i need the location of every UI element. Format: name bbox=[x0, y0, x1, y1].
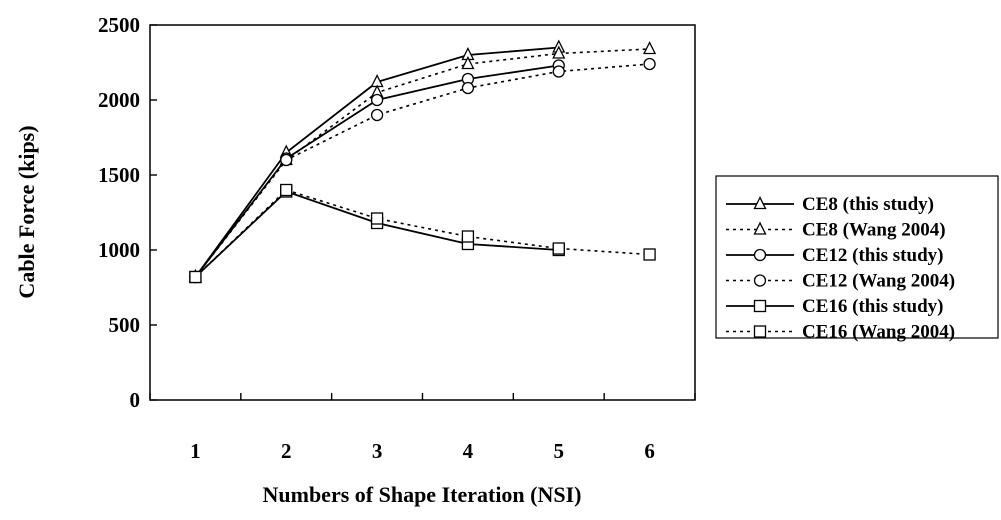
legend-marker bbox=[753, 325, 767, 338]
y-tick-label: 0 bbox=[130, 388, 141, 412]
legend-marker bbox=[753, 299, 767, 313]
data-point bbox=[370, 108, 384, 122]
plot-area bbox=[149, 24, 696, 401]
series-layer bbox=[188, 39, 657, 284]
data-point bbox=[461, 56, 475, 70]
data-point bbox=[461, 81, 475, 95]
legend: CE8 (this study) CE8 (Wang 2004) CE12 (thi… bbox=[726, 194, 955, 343]
y-axis-title: Cable Force (kips) bbox=[14, 125, 39, 298]
legend-label: CE8 (this study) bbox=[802, 194, 934, 215]
legend-item: CE8 (Wang 2004) bbox=[726, 220, 946, 241]
legend-label: CE12 (this study) bbox=[802, 245, 943, 266]
legend-marker bbox=[753, 274, 767, 287]
legend-label: CE16 (this study) bbox=[802, 296, 943, 317]
legend-item: CE16 (Wang 2004) bbox=[726, 322, 955, 343]
x-tick-label: 2 bbox=[281, 439, 292, 463]
legend-item: CE8 (this study) bbox=[726, 194, 934, 215]
y-tick-label: 1500 bbox=[98, 163, 140, 187]
legend-marker bbox=[753, 196, 767, 210]
series-line bbox=[194, 189, 650, 278]
series-line bbox=[194, 63, 650, 278]
data-point bbox=[643, 41, 657, 55]
data-point bbox=[370, 93, 384, 107]
legend-item: CE12 (Wang 2004) bbox=[726, 271, 955, 292]
y-tick-label: 500 bbox=[109, 313, 141, 337]
x-axis-ticks: 1 2 3 4 5 6 bbox=[149, 393, 696, 463]
y-tick-label: 2000 bbox=[98, 88, 140, 112]
x-tick-label: 4 bbox=[463, 439, 474, 463]
legend-label: CE12 (Wang 2004) bbox=[802, 271, 955, 292]
series-3 bbox=[189, 57, 656, 284]
y-tick-label: 2500 bbox=[98, 13, 140, 37]
series-line bbox=[194, 48, 650, 278]
data-point bbox=[552, 65, 565, 78]
data-point bbox=[552, 45, 566, 59]
x-tick-label: 6 bbox=[644, 439, 655, 463]
data-point bbox=[280, 153, 293, 167]
legend-item: CE12 (this study) bbox=[726, 245, 943, 266]
y-tick-label: 1000 bbox=[98, 238, 140, 262]
x-tick-label: 3 bbox=[372, 439, 383, 463]
y-axis-ticks: 0 500 1000 1500 2000 2500 bbox=[98, 13, 157, 412]
data-point bbox=[552, 242, 565, 255]
legend-marker bbox=[753, 221, 767, 235]
x-tick-label: 5 bbox=[554, 439, 565, 463]
data-point bbox=[189, 270, 202, 284]
data-point bbox=[643, 248, 656, 261]
legend-label: CE16 (Wang 2004) bbox=[802, 322, 955, 343]
legend-label: CE8 (Wang 2004) bbox=[802, 220, 946, 241]
data-point bbox=[370, 212, 384, 225]
x-tick-label: 1 bbox=[190, 439, 201, 463]
legend-item: CE16 (this study) bbox=[726, 296, 943, 317]
x-axis-title: Numbers of Shape Iteration (NSI) bbox=[263, 482, 582, 507]
data-point bbox=[280, 183, 293, 197]
data-point bbox=[643, 57, 656, 71]
data-point bbox=[461, 230, 475, 243]
legend-marker bbox=[753, 248, 767, 262]
series-5 bbox=[189, 183, 656, 284]
